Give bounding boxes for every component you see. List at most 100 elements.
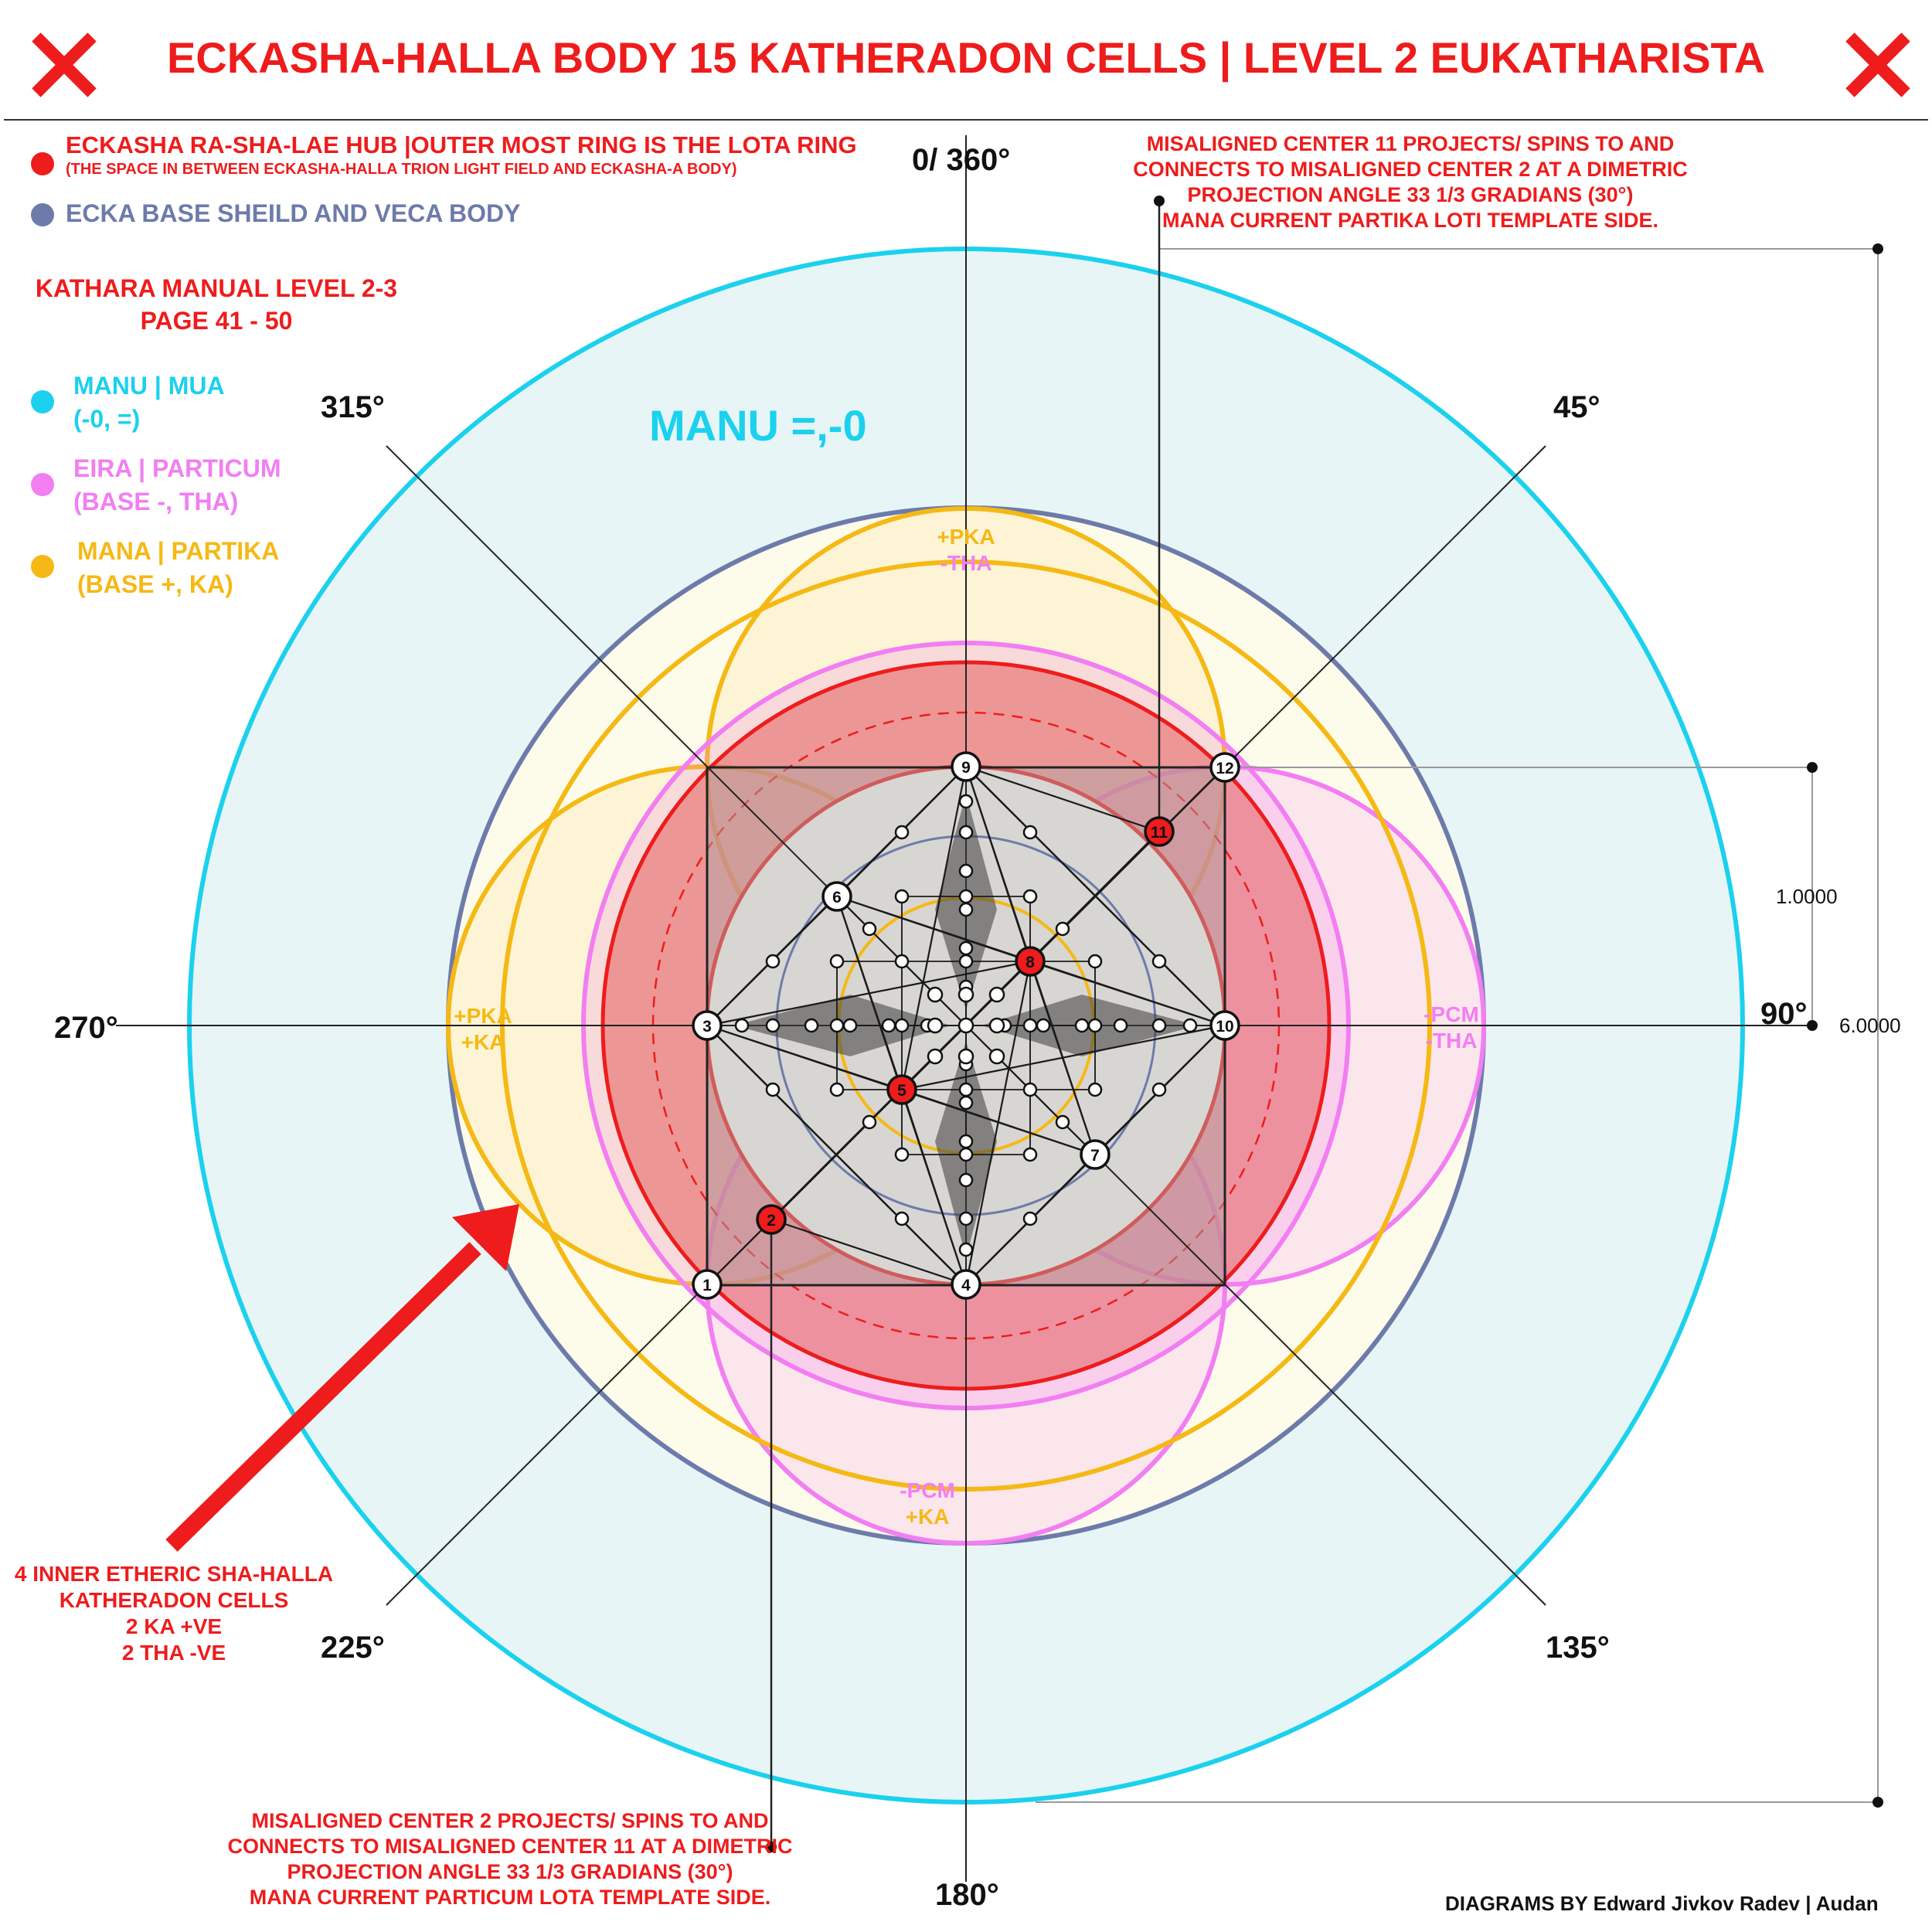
legend-eira-line2: (BASE -, THA) [73, 488, 239, 515]
core-node [988, 986, 1005, 1003]
center-number: 12 [1216, 760, 1233, 777]
close-icon-left[interactable] [29, 29, 99, 99]
note-top-line2: CONNECTS TO MISALIGNED CENTER 2 AT A DIM… [1133, 158, 1688, 181]
network-node [958, 1147, 974, 1162]
note-top-line4: MANA CURRENT PARTIKA LOTI TEMPLATE SIDE. [1162, 209, 1658, 232]
network-line [706, 960, 1031, 1027]
arrow-note-line4: 2 THA -VE [121, 1641, 226, 1665]
legend-mana-label: MANA | PARTIKA (BASE +, KA) [77, 535, 279, 601]
network-node [881, 1018, 896, 1033]
network-node [894, 954, 910, 969]
network-node [958, 1242, 974, 1257]
legend-mana-line1: MANA | PARTIKA [77, 537, 280, 565]
network-node [958, 889, 974, 904]
center-10: 10 [1209, 1010, 1240, 1041]
network-node [1113, 1018, 1128, 1033]
network-line [901, 1024, 1226, 1091]
note-bottom-leader-dot [766, 1842, 777, 1852]
network-node [1074, 1018, 1090, 1033]
network-node [894, 825, 910, 840]
field-label-bottom: -PCM +KA [873, 1478, 981, 1530]
note-bottom-line2: CONNECTS TO MISALIGNED CENTER 11 AT A DI… [227, 1835, 793, 1858]
network-node [958, 1211, 974, 1226]
network-node [958, 794, 974, 809]
network-line [836, 895, 1031, 963]
note-bottom: MISALIGNED CENTER 2 PROJECTS/ SPINS TO A… [170, 1808, 850, 1910]
core-node [957, 1017, 975, 1034]
field-label-right: -PCM -THA [1397, 1002, 1505, 1054]
measure-large-value: 6.0000 [1839, 1014, 1901, 1037]
network-node [1022, 889, 1038, 904]
network-node [1151, 954, 1167, 969]
note-top-leader-dot [1154, 196, 1165, 206]
note-bottom-line4: MANA CURRENT PARTICUM LOTA TEMPLATE SIDE… [249, 1886, 771, 1909]
network-node [862, 921, 877, 937]
network-node [1087, 1018, 1103, 1033]
center-number: 5 [897, 1082, 906, 1100]
arrow-note-line3: 2 KA +VE [125, 1614, 223, 1638]
network-line [835, 896, 903, 1090]
field-label-top-line1: +PKA [937, 525, 995, 549]
center-5: 5 [886, 1074, 917, 1105]
arrow-pointer [165, 1204, 519, 1552]
network-node [765, 1082, 781, 1097]
legend-manu-dot [31, 390, 54, 413]
center-number: 1 [702, 1277, 712, 1294]
core-node [988, 1017, 1005, 1034]
center-6: 6 [821, 881, 852, 912]
network-node [894, 1147, 910, 1162]
network-node [1036, 1018, 1051, 1033]
field-label-left-line2: +KA [461, 1030, 505, 1054]
network-node [1151, 1018, 1167, 1033]
field-label-bottom-line1: -PCM [900, 1478, 955, 1502]
center-11: 11 [1144, 816, 1175, 847]
note-top: MISALIGNED CENTER 11 PROJECTS/ SPINS TO … [1082, 131, 1739, 233]
center-number: 2 [767, 1212, 776, 1230]
network-node [1022, 1082, 1038, 1097]
measure-small-bottom-dot [1807, 1020, 1818, 1031]
legend-eira-label: EIRA | PARTICUM (BASE -, THA) [73, 452, 281, 519]
legend-manu-line2: (-0, =) [73, 405, 141, 433]
angle-label-90: 90° [1760, 997, 1808, 1031]
core-node [927, 1017, 944, 1034]
angle-label-180: 180° [935, 1878, 999, 1912]
measure-large-top-dot [1872, 243, 1883, 254]
legend-eira-dot [31, 473, 54, 496]
field-label-top-line2: -THA [940, 551, 992, 575]
legend-base-dot [31, 203, 54, 226]
legend-base-label: ECKA BASE SHEILD AND VECA BODY [66, 199, 521, 227]
legend-mana-dot [31, 555, 54, 578]
angle-label-135: 135° [1546, 1631, 1610, 1665]
network-node [1055, 921, 1070, 937]
network-node [958, 825, 974, 840]
legend-manu-line1: MANU | MUA [73, 372, 225, 400]
field-label-left: +PKA +KA [429, 1003, 537, 1056]
network-line [901, 1088, 1096, 1156]
network-node [804, 1018, 819, 1033]
network-node [958, 940, 974, 956]
note-bottom-line1: MISALIGNED CENTER 2 PROJECTS/ SPINS TO A… [251, 1809, 769, 1832]
legend-hub-note: (THE SPACE IN BETWEEN ECKASHA-HALLA TRIO… [66, 161, 737, 178]
center-number: 9 [961, 759, 971, 777]
arrow-note: 4 INNER ETHERIC SHA-HALLA KATHERADON CEL… [8, 1561, 340, 1666]
arrow-note-line1: 4 INNER ETHERIC SHA-HALLA [14, 1562, 334, 1586]
core-node [927, 1048, 944, 1065]
note-bottom-line3: PROJECTION ANGLE 33 1/3 GRADIANS (30°) [287, 1860, 733, 1883]
credit-line: DIAGRAMS BY Edward Jivkov Radev | Audan [1445, 1892, 1879, 1915]
network-node [958, 902, 974, 917]
network-line [965, 765, 1160, 833]
measure-small-top-dot [1807, 762, 1818, 773]
network-node [958, 1172, 974, 1188]
close-icon-right[interactable] [1843, 29, 1913, 99]
network-node [958, 863, 974, 879]
katheradon-network-lines [706, 765, 1226, 1286]
center-number: 6 [832, 889, 842, 906]
network-node [894, 1018, 910, 1033]
network-node [1022, 1018, 1038, 1033]
core-node [957, 1048, 975, 1065]
center-number: 4 [961, 1277, 971, 1294]
angle-label-0-360: 0/ 360° [912, 143, 1011, 177]
measure-large-bottom-dot [1872, 1797, 1883, 1808]
